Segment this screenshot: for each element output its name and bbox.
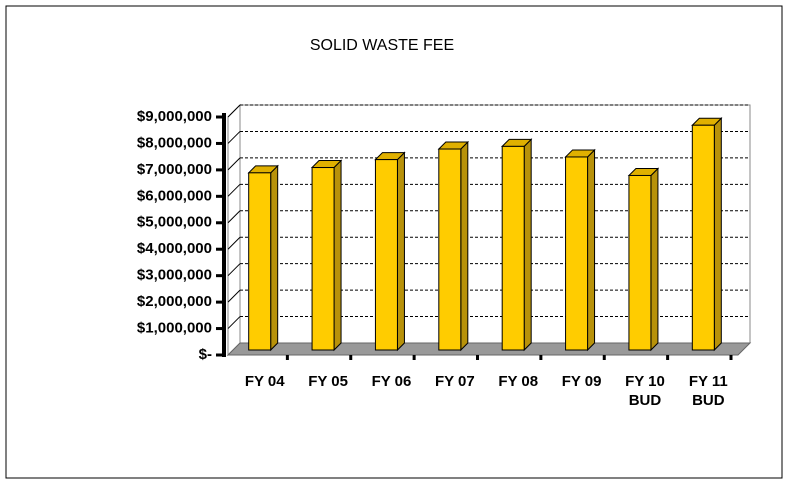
chart-title: SOLID WASTE FEE (310, 37, 454, 54)
grid-line-side (227, 289, 241, 303)
grid-line-side (227, 236, 241, 250)
side-wall (227, 103, 241, 357)
x-tick-label: FY 05 (308, 373, 348, 390)
bar (691, 124, 715, 351)
floor (226, 342, 752, 356)
bar-side (396, 151, 405, 352)
grid-line-side (227, 183, 241, 197)
grid-line-side (227, 210, 241, 224)
x-tick-label: FY 10 BUD (625, 373, 665, 409)
grid-line-side (227, 104, 241, 118)
y-tick-label: $5,000,000 (137, 214, 212, 231)
bar-side (587, 148, 596, 352)
x-tick-label: FY 07 (434, 373, 475, 390)
y-tick-label: $6,000,000 (137, 187, 212, 204)
bar (501, 145, 525, 351)
x-tick-label: FY 11 BUD (688, 373, 728, 409)
bar-side (270, 164, 279, 352)
y-tick-label: $8,000,000 (137, 134, 212, 151)
bar-side (460, 140, 469, 352)
x-tick-label: FY 09 (561, 373, 602, 390)
bar-side (333, 159, 342, 352)
y-tick-label: $2,000,000 (137, 293, 212, 310)
bar-side (523, 138, 532, 352)
y-tick-label: $1,000,000 (137, 320, 212, 337)
y-tick-label: $- (199, 346, 212, 363)
y-tick-label: $4,000,000 (137, 240, 212, 257)
grid-line-side (227, 316, 241, 329)
x-tick-label: FY 08 (498, 373, 539, 390)
grid-line-side (227, 157, 241, 171)
y-tick-label: $3,000,000 (137, 267, 212, 284)
bar (311, 167, 335, 351)
bar (628, 174, 652, 351)
bar-side (713, 117, 722, 352)
bar (438, 148, 462, 351)
bar (248, 172, 272, 351)
bar (565, 156, 589, 351)
bar (374, 159, 398, 351)
bar-side (650, 167, 659, 352)
grid-line-side (227, 263, 241, 277)
y-tick-label: $9,000,000 (137, 108, 212, 125)
y-tick-label: $7,000,000 (137, 161, 212, 178)
x-tick-label: FY 04 (244, 373, 285, 390)
grid-line-side (227, 131, 241, 144)
x-tick-label: FY 06 (371, 373, 412, 390)
